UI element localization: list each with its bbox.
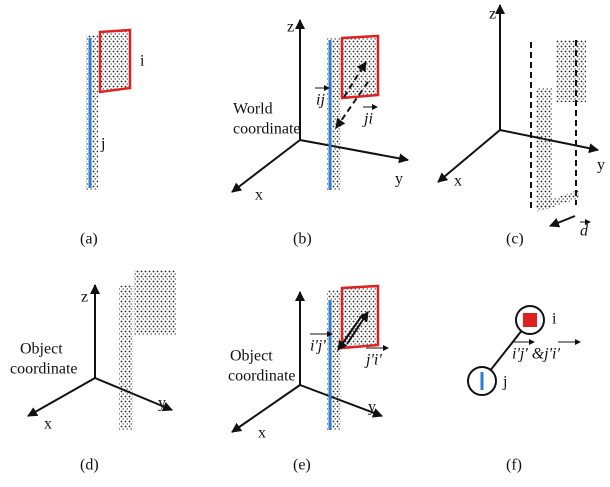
axis-label: y [368,399,376,416]
vector-label: i'j' [310,338,326,355]
axis-label: z [287,19,294,36]
axis-label: y [158,395,166,412]
panel-a: i j (a) [80,30,145,248]
axis-label: z [489,6,496,23]
label: j [100,136,105,153]
panel-d: z y x Object coordinate (d) [10,270,176,474]
label: i [552,311,557,328]
figure: i j (a) z y x World coordinate ij ji (b)… [0,0,610,487]
panel-b: z y x World coordinate ij ji (b) [232,19,408,248]
frame-label: Object [20,341,63,358]
vector-label: d [580,223,589,240]
frame-label: World [233,101,273,118]
caption: (f) [506,457,522,474]
segment-i [100,30,130,92]
caption: (a) [80,231,98,248]
panel-c: z y x d (c) [438,5,605,248]
axis-label: x [454,173,462,190]
panel-f: i j i'j' &j'i' (f) [468,306,580,474]
label: i [140,53,145,70]
caption: (b) [293,231,312,248]
axis-label: x [258,425,266,442]
vector-label: ji [362,111,373,128]
label: j [502,374,507,391]
point-cloud [86,35,98,190]
axis-label: x [44,416,52,433]
caption: (c) [506,231,524,248]
panel-e: y x Object coordinate i'j' j'i' (e) [228,286,388,474]
vector-label: j'i' [364,352,382,369]
caption: (d) [80,457,99,474]
axis-label: z [81,289,88,306]
axis-label: x [255,187,263,204]
relation-label: i'j' &j'i' [512,346,560,363]
frame-label: coordinate [10,361,78,378]
frame-label: coordinate [233,121,301,138]
caption: (e) [293,457,311,474]
axis-label: y [395,171,403,188]
frame-label: coordinate [228,368,296,385]
vector-label: ij [316,92,325,109]
frame-label: Object [230,348,273,365]
axis-label: y [597,157,605,174]
